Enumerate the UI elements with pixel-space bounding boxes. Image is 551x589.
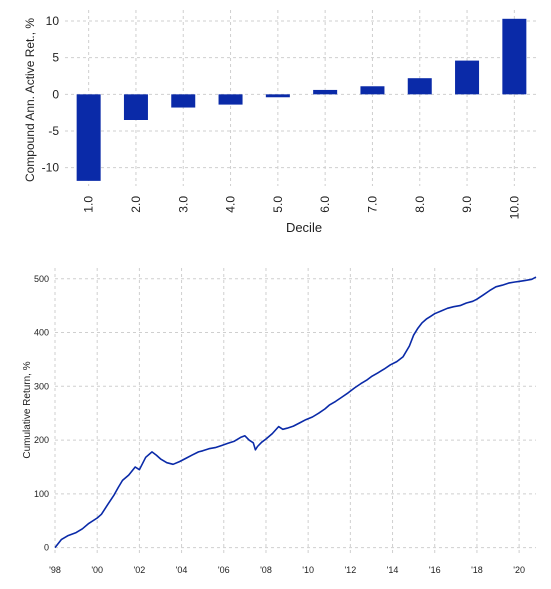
line-x-tick-label: '12: [344, 565, 356, 575]
line-x-tick-label: '20: [513, 565, 525, 575]
bar-x-tick-label: 5.0: [271, 196, 285, 213]
bar-decile-5.0: [265, 94, 290, 98]
line-chart-y-tick-labels: 500 400 300 200 100 0: [34, 274, 49, 553]
line-y-tick-label: 400: [34, 328, 49, 338]
bar-chart-x-tick-labels: 1.0 2.0 3.0 4.0 5.0 6.0 7.0 8.0 9.0 10.0: [82, 196, 522, 220]
line-x-tick-label: '98: [49, 565, 61, 575]
line-chart-x-tick-labels: '98 '00 '02 '04 '06 '08 '10 '12 '14 '16 '18 '20: [49, 565, 525, 575]
line-x-tick-label: '06: [218, 565, 230, 575]
bar-y-tick-label: -10: [42, 161, 60, 175]
bar-x-tick-label: 3.0: [176, 196, 190, 213]
decile-bar-chart: 10 5 0 -5 -10 1.0 2.0 3.0 4.0 5.0 6.0 7.0 8.0 9.0 10.…: [23, 10, 538, 235]
line-chart-y-axis-title: Cumulative Return, %: [22, 361, 33, 458]
line-chart-grid: [54, 268, 536, 553]
bar-decile-4.0: [218, 94, 243, 105]
line-y-tick-label: 200: [34, 435, 49, 445]
bar-chart-bars: [76, 18, 527, 181]
bar-decile-1.0: [76, 94, 101, 181]
cumulative-return-line-chart: 500 400 300 200 100 0 '98 '00 '02 '04 '06 '08 '10 '1…: [22, 268, 537, 575]
bar-x-tick-label: 9.0: [460, 196, 474, 213]
bar-x-tick-label: 1.0: [82, 196, 96, 213]
line-x-tick-label: '00: [91, 565, 103, 575]
bar-x-tick-label: 8.0: [413, 196, 427, 213]
bar-x-tick-label: 6.0: [318, 196, 332, 213]
bar-chart-x-axis-title: Decile: [286, 220, 322, 235]
line-x-tick-label: '18: [471, 565, 483, 575]
bar-decile-3.0: [171, 94, 196, 108]
bar-decile-9.0: [455, 60, 480, 95]
bar-y-tick-label: -5: [48, 124, 59, 138]
line-x-tick-label: '10: [302, 565, 314, 575]
line-x-tick-label: '04: [176, 565, 188, 575]
line-y-tick-label: 500: [34, 274, 49, 284]
bar-x-tick-label: 2.0: [129, 196, 143, 213]
cumulative-return-series-line: [54, 276, 537, 549]
bar-chart-y-axis-title: Compound Ann. Active Ret., %: [23, 18, 37, 182]
bar-decile-8.0: [407, 78, 432, 95]
bar-y-tick-label: 0: [52, 87, 59, 101]
bar-decile-7.0: [360, 86, 385, 95]
bar-chart-grid: [65, 10, 538, 186]
bar-y-tick-label: 10: [46, 14, 60, 28]
bar-decile-2.0: [123, 94, 148, 120]
line-x-tick-label: '02: [134, 565, 146, 575]
bar-decile-6.0: [313, 89, 338, 95]
line-y-tick-label: 300: [34, 381, 49, 391]
line-x-tick-label: '14: [387, 565, 399, 575]
line-x-tick-label: '16: [429, 565, 441, 575]
bar-x-tick-label: 4.0: [224, 196, 238, 213]
bar-decile-10.0: [502, 18, 527, 95]
line-y-tick-label: 100: [34, 489, 49, 499]
bar-x-tick-label: 10.0: [507, 196, 521, 220]
bar-chart-y-tick-labels: 10 5 0 -5 -10: [42, 14, 60, 175]
bar-x-tick-label: 7.0: [365, 196, 379, 213]
bar-y-tick-label: 5: [52, 51, 59, 65]
line-x-tick-label: '08: [260, 565, 272, 575]
line-y-tick-label: 0: [44, 543, 49, 553]
